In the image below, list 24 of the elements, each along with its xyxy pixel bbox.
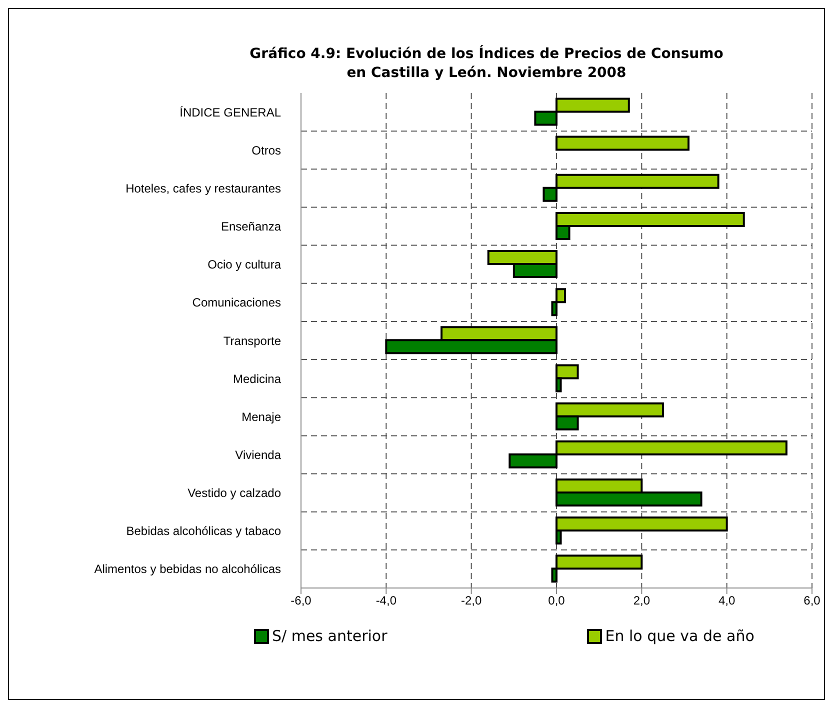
y-tick-label: Transporte <box>223 334 282 348</box>
y-tick-label: Alimentos y bebidas no alcohólicas <box>94 562 281 576</box>
bar <box>556 136 690 151</box>
x-tick-label: -6,0 <box>290 594 312 608</box>
x-tick-label: 2,0 <box>633 594 650 608</box>
y-tick-label: Vivienda <box>235 448 282 462</box>
legend-label: S/ mes anterior <box>272 627 388 645</box>
x-tick-label: 0,0 <box>548 594 566 608</box>
y-tick-label: Vestido y calzado <box>188 486 282 500</box>
chart-title: Gráfico 4.9: Evolución de los Índices de Precios de Consumo en Castilla y León. Noviembre 2008 <box>248 45 724 83</box>
x-tick-label: 4,0 <box>718 594 736 608</box>
y-tick-label: Ocio y cultura <box>208 258 282 272</box>
y-tick-label: Enseñanza <box>220 220 282 234</box>
y-tick-label: Menaje <box>242 410 282 424</box>
y-tick-label: Hoteles, cafes y restaurantes <box>126 181 281 196</box>
y-tick-label: Comunicaciones <box>192 296 281 310</box>
legend-label: En lo que va de año <box>605 627 754 645</box>
y-tick-label: ÍNDICE GENERAL <box>180 105 282 120</box>
y-tick-label: Otros <box>252 143 281 158</box>
y-tick-label: Medicina <box>232 372 282 386</box>
y-tick-label: Bebidas alcohólicas y tabaco <box>126 524 282 538</box>
x-tick-label: 6,0 <box>804 594 821 608</box>
x-tick-label: -4,0 <box>376 594 397 608</box>
x-tick-label: -2,0 <box>460 594 482 608</box>
